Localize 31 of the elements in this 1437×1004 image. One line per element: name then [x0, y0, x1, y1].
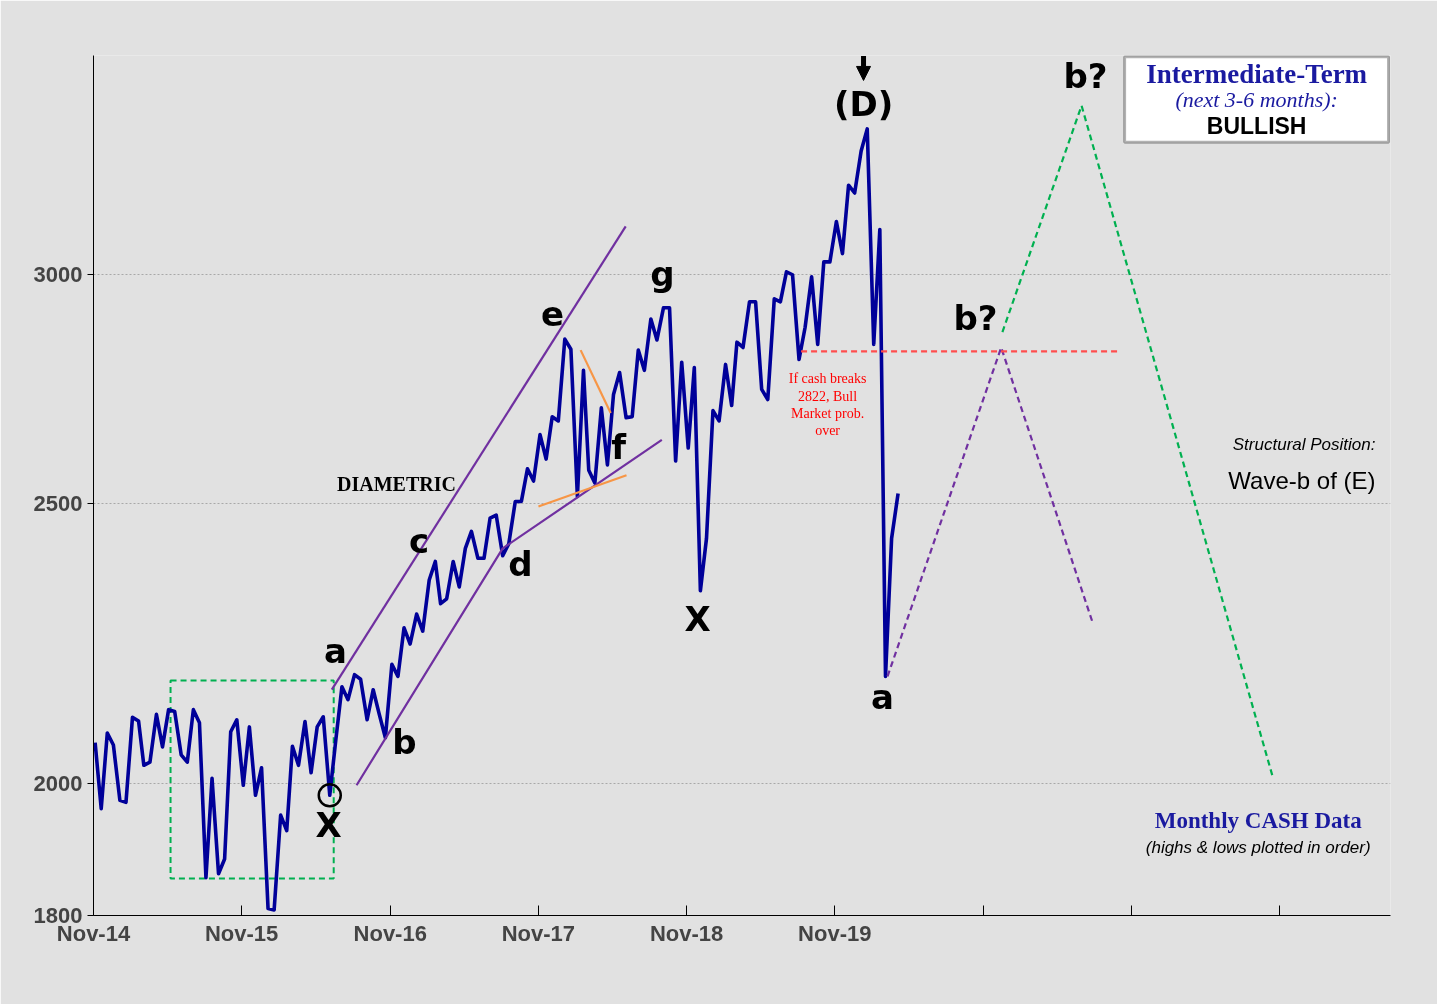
annotation: c: [408, 521, 430, 562]
annotation: BULLISH: [1206, 113, 1307, 140]
x-tick-label: Nov-18: [649, 920, 724, 946]
text: (next 3-6 months):: [1175, 86, 1338, 112]
line-series: [93, 127, 900, 912]
annotation: a: [324, 630, 347, 671]
annotation: (highs & lows plotted in order): [1145, 838, 1371, 858]
annotation: b: [392, 722, 417, 763]
chart-title: Intermediate-Term: [1146, 58, 1368, 89]
x-tick-label: Nov-16: [353, 920, 427, 946]
annotation: Structural Position:: [1232, 434, 1376, 454]
annotation: (D): [833, 83, 894, 124]
annotation: b?: [953, 298, 998, 339]
annotation: a: [870, 677, 894, 718]
annotation: d: [508, 543, 533, 584]
annotation: b?: [1063, 55, 1108, 96]
y-tick-label: 2000: [33, 770, 83, 796]
annotation: X: [315, 805, 342, 846]
x-tick-label: Nov-19: [798, 920, 872, 946]
annotation: Wave-b of (E): [1228, 467, 1376, 495]
annotation: X: [684, 598, 711, 639]
annotation: e: [540, 294, 565, 334]
x-tick-label: Nov-17: [501, 920, 576, 946]
y-tick-label: 3000: [33, 262, 83, 288]
annotation: g: [650, 253, 675, 294]
x-tick-label: Nov-15: [204, 920, 279, 946]
annotation: Monthly CASH Data: [1154, 808, 1363, 834]
y-tick-label: 2500: [33, 490, 83, 516]
annotation: f: [611, 427, 628, 468]
annotation: If cash breaks 2822, Bull Market prob. over: [788, 371, 867, 439]
annotation: DIAMETRIC: [337, 472, 456, 495]
